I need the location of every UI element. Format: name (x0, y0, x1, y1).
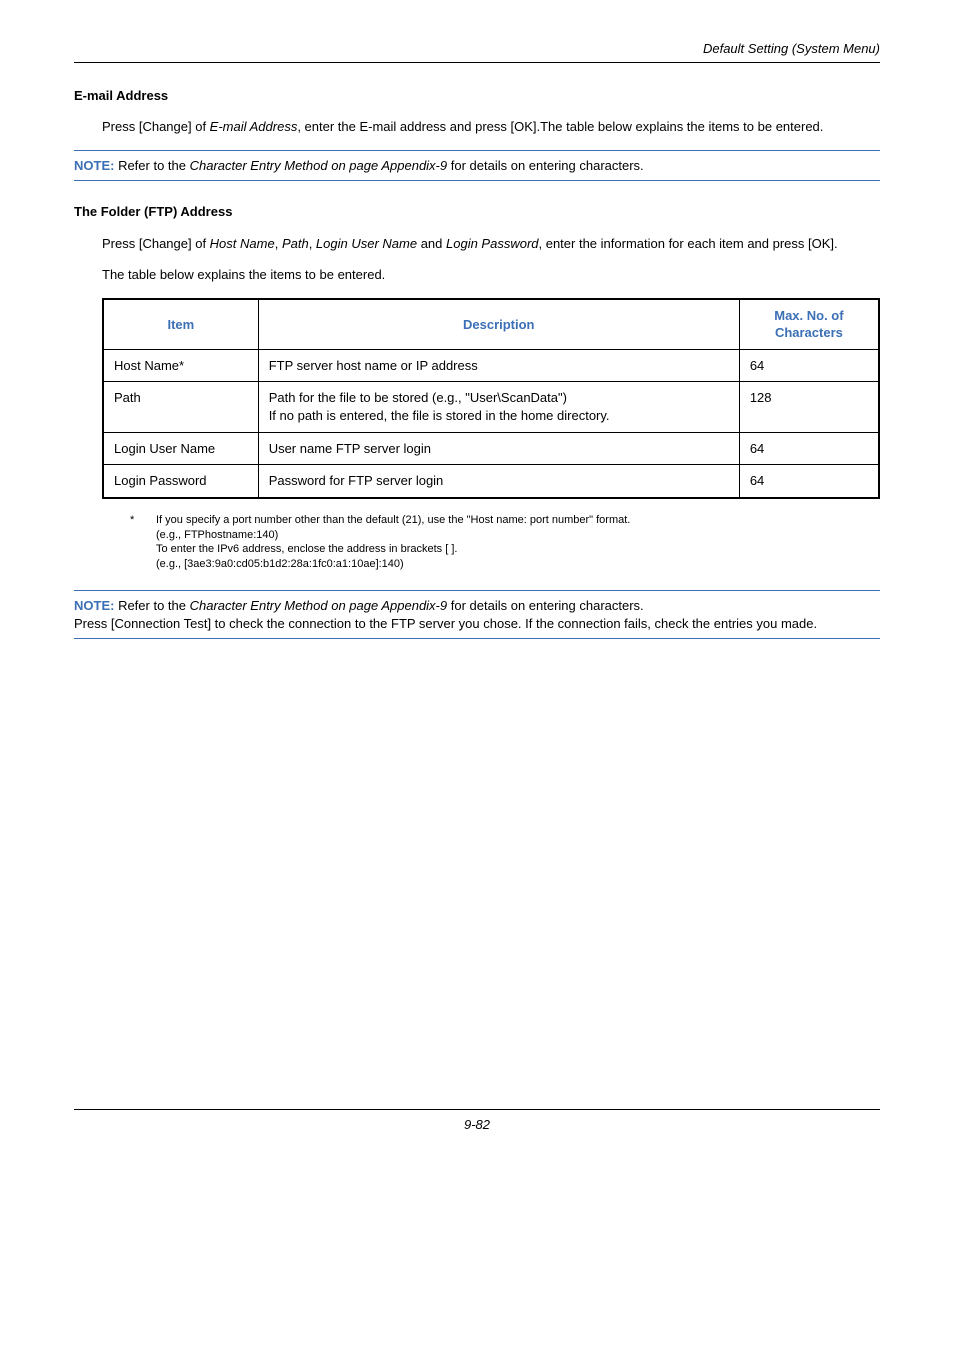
th-description: Description (258, 299, 739, 350)
cell-item: Host Name* (103, 349, 258, 382)
cell-max: 64 (739, 432, 879, 465)
footnote-body: If you specify a port number other than … (156, 513, 880, 572)
note-2-label: NOTE: (74, 598, 114, 613)
table-header-row: Item Description Max. No. of Characters (103, 299, 879, 350)
table-row: Login Password Password for FTP server l… (103, 465, 879, 498)
footnote-line-2: (e.g., FTPhostname:140) (156, 528, 880, 543)
th-item: Item (103, 299, 258, 350)
th-max-text: Max. No. of Characters (774, 308, 843, 341)
email-para-post: , enter the E-mail address and press [OK… (297, 119, 823, 134)
table-row: Login User Name User name FTP server log… (103, 432, 879, 465)
th-max: Max. No. of Characters (739, 299, 879, 350)
cell-item: Path (103, 382, 258, 432)
note-1-label: NOTE: (74, 158, 114, 173)
ftp-paragraph-2: The table below explains the items to be… (102, 266, 880, 284)
page-footer: 9-82 (74, 1109, 880, 1134)
ftp-p1-i4: Login Password (446, 236, 539, 251)
footnote-line-1: If you specify a port number other than … (156, 513, 880, 528)
cell-item: Login Password (103, 465, 258, 498)
ftp-p1-i3: Login User Name (316, 236, 417, 251)
note-2: NOTE: Refer to the Character Entry Metho… (74, 590, 880, 639)
note-1-italic: Character Entry Method on page Appendix-… (190, 158, 448, 173)
note-2-pre: Refer to the (114, 598, 189, 613)
note-1-pre: Refer to the (114, 158, 189, 173)
cell-max: 64 (739, 465, 879, 498)
ftp-heading: The Folder (FTP) Address (74, 203, 880, 221)
ftp-p1-s2: , (309, 236, 316, 251)
ftp-p1-i2: Path (282, 236, 309, 251)
footnote-line-4: (e.g., [3ae3:9a0:cd05:b1d2:28a:1fc0:a1:1… (156, 557, 880, 572)
ftp-p1-s1: , (275, 236, 282, 251)
note-2-post: for details on entering characters. (447, 598, 644, 613)
ftp-p1-pre: Press [Change] of (102, 236, 210, 251)
ftp-table: Item Description Max. No. of Characters … (102, 298, 880, 499)
cell-desc: FTP server host name or IP address (258, 349, 739, 382)
table-row: Path Path for the file to be stored (e.g… (103, 382, 879, 432)
ftp-p1-post: , enter the information for each item an… (539, 236, 838, 251)
footnote-star: * (130, 513, 156, 572)
footnote-line-3: To enter the IPv6 address, enclose the a… (156, 542, 880, 557)
ftp-p1-i1: Host Name (210, 236, 275, 251)
page-header: Default Setting (System Menu) (74, 40, 880, 63)
email-para-pre: Press [Change] of (102, 119, 210, 134)
ftp-p1-s3: and (417, 236, 446, 251)
email-heading: E-mail Address (74, 87, 880, 105)
cell-desc: Path for the file to be stored (e.g., "U… (258, 382, 739, 432)
ftp-table-wrap: Item Description Max. No. of Characters … (102, 298, 880, 499)
note-2-italic: Character Entry Method on page Appendix-… (190, 598, 448, 613)
email-paragraph: Press [Change] of E-mail Address, enter … (102, 118, 880, 136)
email-para-italic: E-mail Address (210, 119, 298, 134)
cell-desc: User name FTP server login (258, 432, 739, 465)
table-row: Host Name* FTP server host name or IP ad… (103, 349, 879, 382)
cell-max: 64 (739, 349, 879, 382)
note-2-line2: Press [Connection Test] to check the con… (74, 615, 880, 633)
cell-desc: Password for FTP server login (258, 465, 739, 498)
cell-item: Login User Name (103, 432, 258, 465)
note-1: NOTE: Refer to the Character Entry Metho… (74, 150, 880, 182)
page-number: 9-82 (464, 1117, 490, 1132)
header-title: Default Setting (System Menu) (74, 40, 880, 58)
table-footnote: * If you specify a port number other tha… (130, 513, 880, 572)
ftp-paragraph-1: Press [Change] of Host Name, Path, Login… (102, 235, 880, 253)
cell-max: 128 (739, 382, 879, 432)
note-1-post: for details on entering characters. (447, 158, 644, 173)
